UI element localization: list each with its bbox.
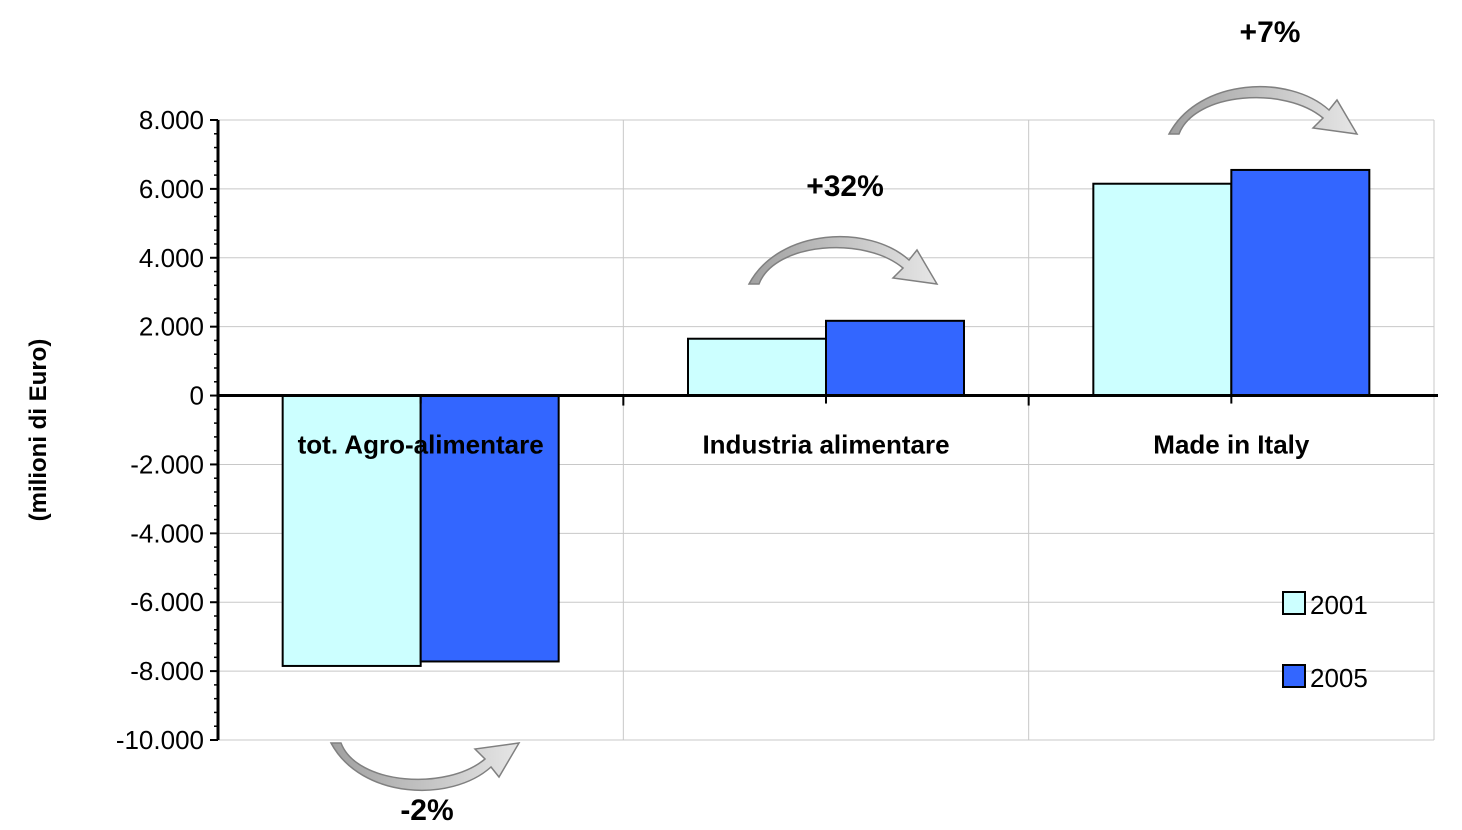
y-tick-label: 2.000 [139,312,204,342]
bars [281,168,1371,667]
legend-swatch [1282,664,1306,688]
category-labels: tot. Agro-alimentare Industria alimentare… [298,430,1310,460]
legend-label: 2001 [1310,590,1368,620]
change-annotation: +32% [806,170,884,203]
change-arrows [329,86,1359,791]
axes [210,119,1438,741]
y-tick-label: 6.000 [139,174,204,204]
y-tick-label: -4.000 [130,518,204,548]
y-tick-label: -6.000 [130,587,204,617]
legend-label: 2005 [1310,663,1368,693]
bar-2005-2 [1230,168,1371,397]
legend: 2001 2005 [1282,590,1368,693]
category-label: tot. Agro-alimentare [298,430,544,460]
y-tick-label: -2.000 [130,449,204,479]
category-label: Industria alimentare [702,430,949,460]
curved-arrow-icon [1167,86,1359,135]
bar-2005-1 [825,319,965,397]
y-tick-labels: 8.000 6.000 4.000 2.000 0 -2.000 -4.000 -6.000 -… [116,105,204,755]
y-tick-label: 8.000 [139,105,204,135]
curved-arrow-icon [747,236,939,285]
bar-2001-0 [281,394,422,667]
legend-swatch [1282,591,1306,615]
change-annotation: -2% [400,794,453,827]
change-annotations: -2% +32% +7% [400,16,1300,827]
curved-arrow-icon [329,742,521,791]
y-tick-label: 0 [190,381,204,411]
change-annotation: +7% [1240,16,1301,49]
y-axis-label: (milioni di Euro) [25,339,52,522]
y-tick-label: -10.000 [116,725,204,755]
bar-2001-1 [687,337,827,397]
category-label: Made in Italy [1153,430,1310,460]
y-tick-label: 4.000 [139,243,204,273]
bar-2001-2 [1092,182,1233,397]
y-tick-label: -8.000 [130,656,204,686]
